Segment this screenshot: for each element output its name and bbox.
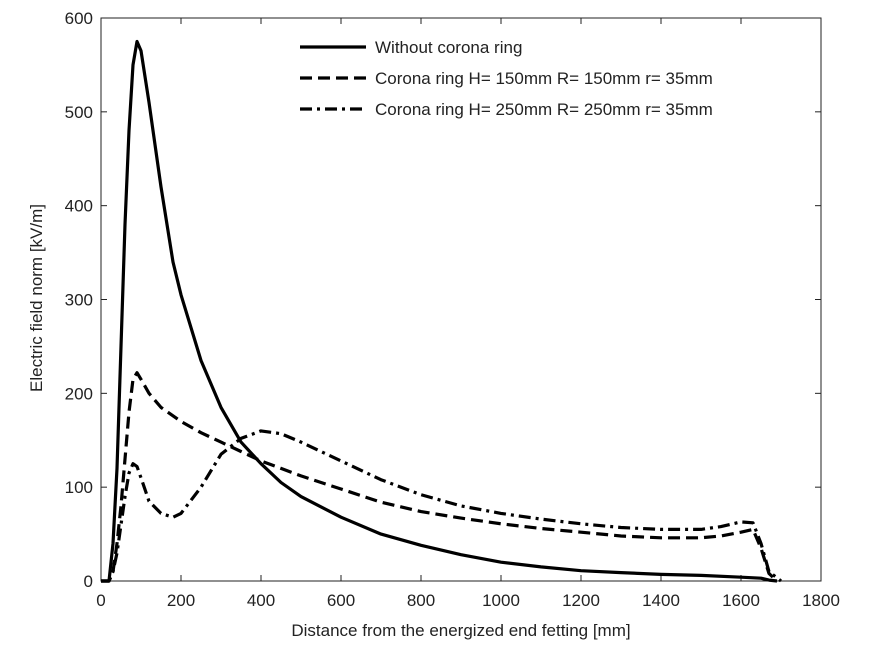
y-tick-label: 600 bbox=[65, 9, 93, 28]
y-tick-label: 200 bbox=[65, 384, 93, 403]
x-tick-label: 400 bbox=[247, 591, 275, 610]
legend-label-ring-250: Corona ring H= 250mm R= 250mm r= 35mm bbox=[375, 100, 713, 119]
legend-label-without-ring: Without corona ring bbox=[375, 38, 522, 57]
y-tick-label: 400 bbox=[65, 197, 93, 216]
x-tick-label: 1400 bbox=[642, 591, 680, 610]
series-line-dashed bbox=[101, 371, 779, 583]
series-line-solid bbox=[101, 39, 778, 583]
y-tick-label: 0 bbox=[84, 572, 93, 591]
y-tick-label: 100 bbox=[65, 478, 93, 497]
legend: Without corona ring Corona ring H= 150mm… bbox=[300, 38, 713, 119]
series-layer bbox=[101, 39, 782, 583]
axes bbox=[100, 17, 822, 582]
y-tick-label: 500 bbox=[65, 103, 93, 122]
x-tick-label: 200 bbox=[167, 591, 195, 610]
x-tick-label: 0 bbox=[96, 591, 105, 610]
x-tick-label: 1600 bbox=[722, 591, 760, 610]
y-tick-label: 300 bbox=[65, 291, 93, 310]
x-tick-label: 800 bbox=[407, 591, 435, 610]
x-tick-label: 1200 bbox=[562, 591, 600, 610]
y-axis-label: Electric field norm [kV/m] bbox=[27, 204, 46, 392]
x-tick-label: 1800 bbox=[802, 591, 840, 610]
x-axis-label: Distance from the energized end fetting … bbox=[291, 621, 630, 640]
tick-labels: 0 200 400 600 800 1000 1200 1400 1600 1800 0 100 200… bbox=[65, 9, 840, 610]
series-line-dashdot bbox=[101, 429, 782, 583]
legend-label-ring-150: Corona ring H= 150mm R= 150mm r= 35mm bbox=[375, 69, 713, 88]
x-tick-label: 600 bbox=[327, 591, 355, 610]
x-tick-label: 1000 bbox=[482, 591, 520, 610]
